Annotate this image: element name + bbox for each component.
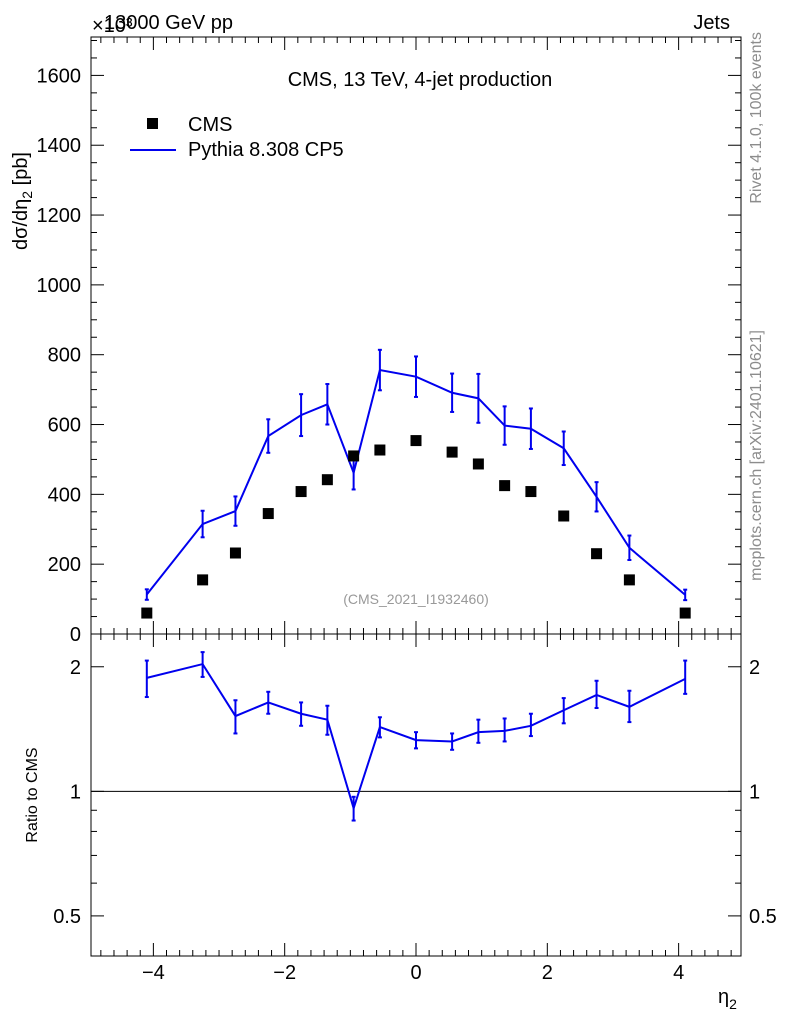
y-axis-exponent: ×10³ [92, 15, 133, 37]
ratio-mc-series [144, 651, 688, 822]
cms-data-point [141, 607, 153, 619]
ratio-y-tick-labels: 0.5 0.5 1 1 2 2 [53, 657, 777, 928]
cms-data-point [623, 574, 635, 586]
cms-data-point [679, 607, 691, 619]
header-process-label: 13000 GeV pp [104, 12, 233, 34]
y-tick-label: 2 [70, 657, 81, 679]
main-axis-ticks [91, 37, 741, 635]
y-tick-label: 800 [48, 345, 81, 367]
main-y-tick-labels: 0 200 400 600 800 1000 1200 1400 1600 [37, 65, 82, 646]
header-analysis-group: Jets [693, 12, 730, 34]
x-tick-label: −2 [273, 962, 296, 984]
cms-data-point [410, 435, 422, 447]
x-axis-title: η2 [718, 986, 737, 1012]
ratio-plot-frame [90, 633, 742, 957]
analysis-id-watermark: (CMS_2021_I1932460) [343, 591, 489, 607]
cms-data-point [229, 547, 241, 559]
cms-data-point [591, 548, 603, 560]
x-tick-labels: −4 −2 0 2 4 [142, 962, 684, 984]
x-tick-label: 4 [673, 962, 684, 984]
cms-data-point [348, 450, 360, 462]
legend-cms-label: CMS [188, 114, 232, 136]
cms-data-point [321, 474, 333, 486]
y-tick-label: 1000 [37, 275, 82, 297]
y-tick-label: 1 [70, 781, 81, 803]
ratio-y-axis-title: Ratio to CMS [24, 747, 41, 842]
y-tick-label: 1600 [37, 65, 82, 87]
cms-data-point [472, 458, 484, 470]
legend: CMS Pythia 8.308 CP5 [130, 114, 344, 161]
x-tick-label: 0 [410, 962, 421, 984]
chart-title: CMS, 13 TeV, 4-jet production [288, 69, 553, 91]
ratio-axis-ticks [91, 634, 741, 957]
mc-line [146, 368, 686, 596]
cms-data-point [197, 574, 209, 586]
main-data-series [141, 435, 691, 619]
y-tick-label: 400 [48, 484, 81, 506]
cms-data-point [525, 486, 537, 498]
mcplots-credit-label: mcplots.cern.ch [arXiv:2401.10621] [748, 330, 765, 581]
x-tick-label: 2 [542, 962, 553, 984]
y-tick-label-right: 2 [749, 657, 760, 679]
cms-data-point [499, 480, 511, 492]
y-tick-label: 200 [48, 554, 81, 576]
cms-data-point [374, 444, 386, 456]
y-tick-label-right: 0.5 [749, 906, 777, 928]
legend-cms-marker [147, 118, 158, 129]
cms-data-point [558, 510, 570, 522]
cms-data-point [295, 486, 307, 498]
main-mc-series [144, 348, 688, 602]
cms-data-point [446, 446, 458, 458]
y-tick-label: 1400 [37, 135, 82, 157]
main-y-axis-title: dσ/dη2 [pb] [10, 152, 35, 250]
y-tick-label: 600 [48, 415, 81, 437]
y-tick-label: 0.5 [53, 906, 81, 928]
legend-pythia-label: Pythia 8.308 CP5 [188, 139, 344, 161]
cms-data-point [262, 508, 274, 520]
x-tick-label: −4 [142, 962, 165, 984]
y-tick-label-right: 1 [749, 781, 760, 803]
rivet-version-label: Rivet 4.1.0, 100k events [748, 32, 765, 204]
y-tick-label: 0 [70, 624, 81, 646]
y-tick-label: 1200 [37, 205, 82, 227]
